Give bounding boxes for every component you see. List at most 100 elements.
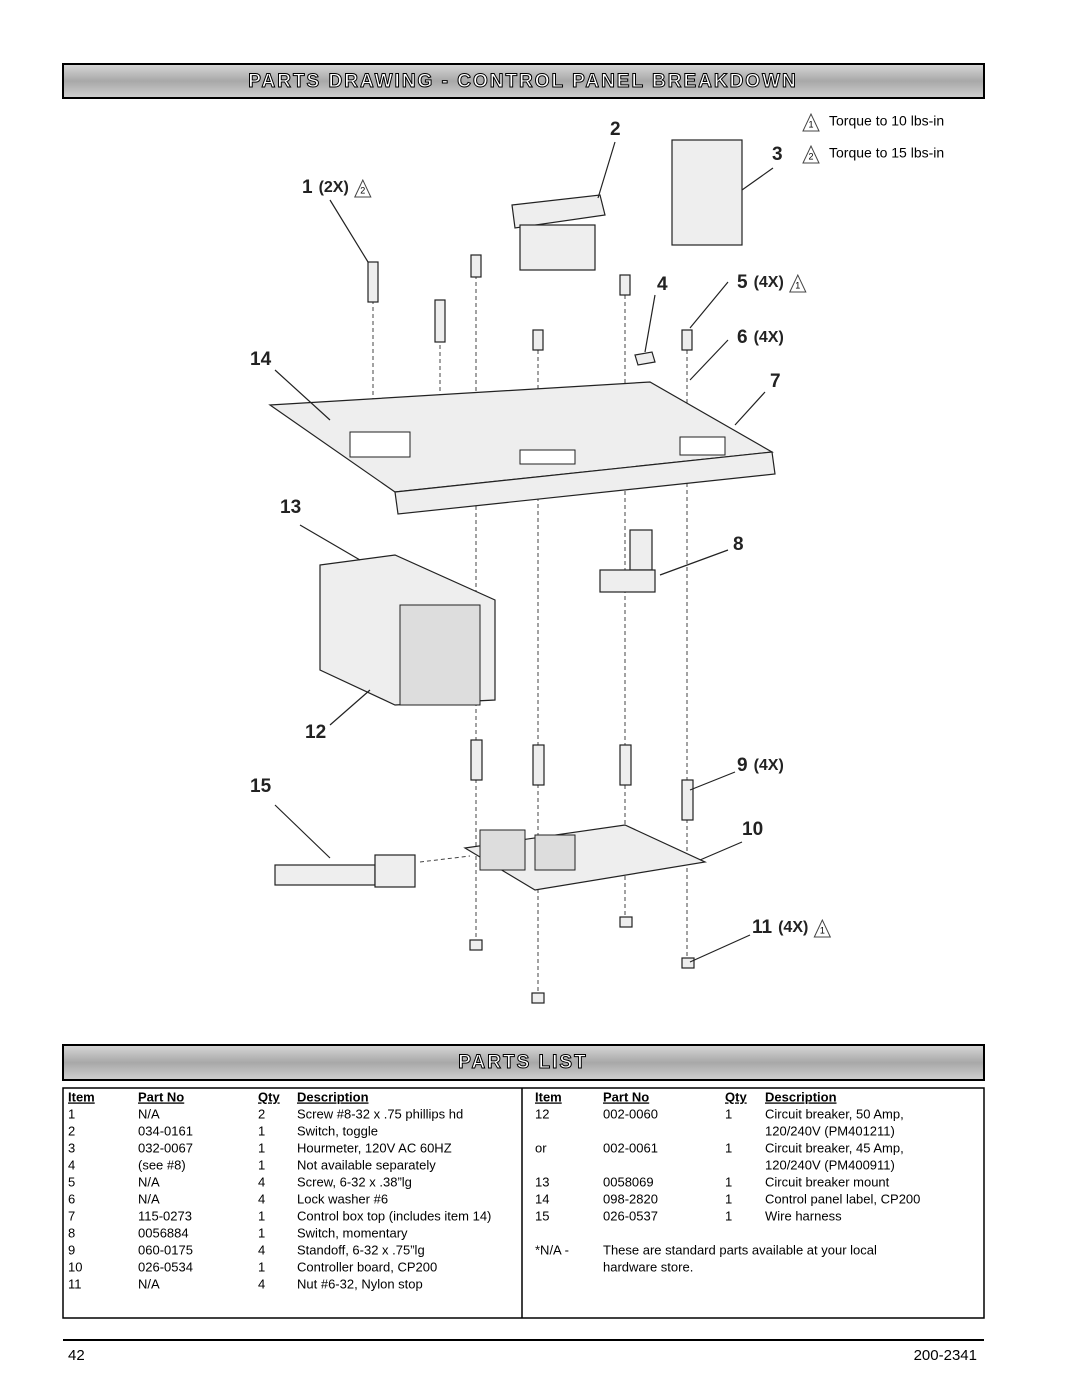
- callout-number: 8: [733, 534, 744, 555]
- cell-part-no: N/A: [138, 1191, 160, 1206]
- callout-qty: (4X): [754, 757, 784, 774]
- cell-part-no: N/A: [138, 1276, 160, 1291]
- cell-description: Wire harness: [765, 1208, 842, 1223]
- cell-description: Control panel label, CP200: [765, 1191, 920, 1206]
- cell-item: 5: [68, 1174, 75, 1189]
- callout-number: 2: [610, 119, 621, 140]
- cell-qty: 1: [725, 1140, 732, 1155]
- column-header: Description: [765, 1089, 837, 1104]
- column-header: Qty: [258, 1089, 280, 1104]
- callout-torque-triangle: [354, 178, 372, 198]
- cell-part-no: 034-0161: [138, 1123, 193, 1138]
- callout-number: 14: [250, 349, 272, 370]
- cell-item: 2: [68, 1123, 75, 1138]
- legend-number: 2: [808, 151, 813, 161]
- column-header: Item: [68, 1089, 95, 1104]
- callout-torque-triangle: [789, 273, 807, 293]
- callout-number: 10: [742, 819, 763, 840]
- callout-number: 11: [752, 917, 773, 938]
- column-header: Part No: [138, 1089, 184, 1104]
- drawing: [268, 139, 776, 1004]
- callout-torque-number: 1: [795, 280, 800, 290]
- cell-item: 8: [68, 1225, 75, 1240]
- doc-number: 200-2341: [914, 1347, 977, 1364]
- cell-description: Lock washer #6: [297, 1191, 388, 1206]
- cell-description: Hourmeter, 120V AC 60HZ: [297, 1140, 452, 1155]
- callout-qty: (2X): [319, 179, 349, 196]
- page-number: 42: [68, 1347, 85, 1364]
- cell-item: 6: [68, 1191, 75, 1206]
- cell-part-no: N/A: [138, 1174, 160, 1189]
- cell-qty: 4: [258, 1174, 265, 1189]
- cell-part-no: 002-0060: [603, 1106, 658, 1121]
- cell-description: Screw #8-32 x .75 phillips hd: [297, 1106, 463, 1121]
- cell-part-no: 026-0537: [603, 1208, 658, 1223]
- callout-qty: (4X): [778, 919, 808, 936]
- cell-qty: 1: [725, 1106, 732, 1121]
- note-label: *N/A -: [535, 1242, 569, 1257]
- cell-description: Switch, momentary: [297, 1225, 408, 1240]
- cell-description: Circuit breaker, 50 Amp,: [765, 1106, 904, 1121]
- callout-number: 3: [772, 144, 783, 165]
- cell-item: 11: [68, 1276, 82, 1291]
- cell-item: 12: [535, 1106, 549, 1121]
- callout-torque-triangle: [813, 918, 832, 938]
- cell-description: Standoff, 6-32 x .75”lg: [297, 1242, 425, 1257]
- cell-qty: 1: [258, 1225, 265, 1240]
- legend-text: Torque to 15 lbs-in: [829, 145, 944, 161]
- legend-text: Torque to 10 lbs-in: [829, 113, 944, 129]
- legend-triangle: [802, 112, 820, 132]
- cell-description: Control box top (includes item 14): [297, 1208, 491, 1223]
- column-header: Part No: [603, 1089, 649, 1104]
- cell-item: 9: [68, 1242, 75, 1257]
- column-header: Item: [535, 1089, 562, 1104]
- callout-number: 6: [737, 327, 748, 348]
- callout-number: 1: [302, 177, 313, 198]
- cell-part-no: 060-0175: [138, 1242, 193, 1257]
- cell-part-no: (see #8): [138, 1157, 186, 1172]
- cell-item: 7: [68, 1208, 75, 1223]
- cell-qty: 1: [258, 1259, 265, 1274]
- cell-part-no: 026-0534: [138, 1259, 193, 1274]
- parts-list-title: PARTS LIST: [458, 1052, 587, 1073]
- cell-item: 14: [535, 1191, 549, 1206]
- cell-description: Nut #6-32, Nylon stop: [297, 1276, 423, 1291]
- cell-part-no: 0056884: [138, 1225, 189, 1240]
- cell-item: 4: [68, 1157, 75, 1172]
- cell-qty: 1: [258, 1157, 265, 1172]
- title: PARTS DRAWING - CONTROL PANEL BREAKDOWN: [248, 71, 797, 92]
- callout-number: 5: [737, 272, 748, 293]
- callout-qty: (4X): [754, 329, 784, 346]
- column-header: Description: [297, 1089, 369, 1104]
- legend-triangle: [802, 144, 820, 164]
- cell-part-no: 098-2820: [603, 1191, 658, 1206]
- note-text: These are standard parts available at yo…: [603, 1242, 877, 1257]
- callout-qty: (4X): [754, 274, 784, 291]
- cell-description: 120/240V (PM401211): [765, 1123, 895, 1138]
- cell-part-no: 002-0061: [603, 1140, 658, 1155]
- cell-description: 120/240V (PM400911): [765, 1157, 895, 1172]
- legend-number: 1: [808, 119, 813, 129]
- cell-qty: 4: [258, 1242, 265, 1257]
- cell-item: 13: [535, 1174, 549, 1189]
- callout-number: 13: [280, 497, 301, 518]
- title-bar: [62, 63, 985, 99]
- callout-number: 12: [305, 722, 326, 743]
- cell-description: Controller board, CP200: [297, 1259, 437, 1274]
- callout-torque-number: 1: [820, 925, 825, 935]
- cell-part-no: 115-0273: [138, 1208, 192, 1223]
- callout-number: 4: [657, 274, 668, 295]
- parts-list-bar: [62, 1044, 985, 1081]
- cell-qty: 1: [258, 1123, 265, 1138]
- column-header: Qty: [725, 1089, 747, 1104]
- callout-number: 7: [770, 371, 781, 392]
- cell-description: Screw, 6-32 x .38”lg: [297, 1174, 412, 1189]
- cell-qty: 1: [258, 1208, 265, 1223]
- cell-item: 1: [68, 1106, 75, 1121]
- cell-item: 10: [68, 1259, 82, 1274]
- cell-qty: 2: [258, 1106, 265, 1121]
- cell-item: or: [535, 1140, 547, 1155]
- cell-part-no: N/A: [138, 1106, 160, 1121]
- note-text: hardware store.: [603, 1259, 693, 1274]
